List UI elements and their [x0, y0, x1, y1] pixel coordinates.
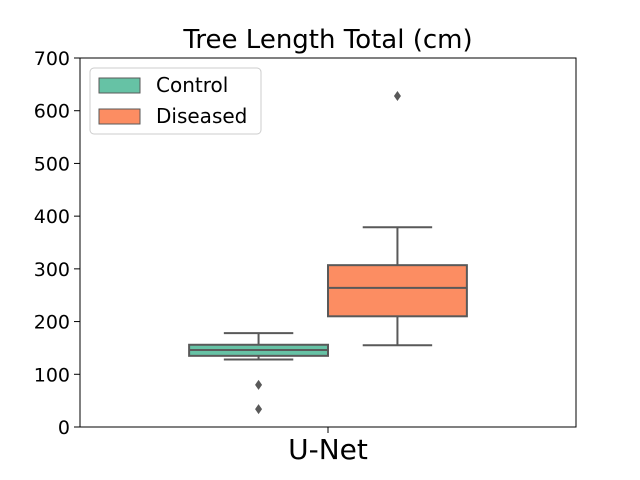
outlier-point	[393, 90, 401, 101]
y-tick-label: 200	[34, 312, 70, 334]
box-control	[188, 332, 329, 415]
legend-swatch-control	[98, 77, 141, 94]
legend-label-control: Control	[156, 73, 228, 97]
y-tick-label: 500	[34, 153, 70, 175]
y-tick-label: 600	[34, 101, 70, 123]
plot-frame	[79, 57, 577, 428]
y-tick-label: 300	[34, 259, 70, 281]
legend-swatch-diseased	[98, 108, 141, 125]
y-axis: 0 100 200 300 400 500 600 700	[34, 48, 80, 439]
chart-title: Tree Length Total (cm)	[182, 25, 472, 55]
legend: Control Diseased	[89, 67, 262, 135]
box-diseased	[327, 90, 468, 347]
y-tick-label: 100	[34, 364, 70, 386]
x-tick-label: U-Net	[288, 433, 368, 466]
x-axis: U-Net	[288, 427, 368, 466]
outlier-point	[255, 379, 263, 390]
box-iqr	[327, 264, 468, 318]
y-tick-label: 0	[58, 417, 70, 439]
y-tick-label: 400	[34, 206, 70, 228]
outlier-point	[255, 404, 263, 415]
y-tick-label: 700	[34, 48, 70, 70]
box-series	[188, 90, 468, 415]
legend-label-diseased: Diseased	[156, 104, 247, 128]
